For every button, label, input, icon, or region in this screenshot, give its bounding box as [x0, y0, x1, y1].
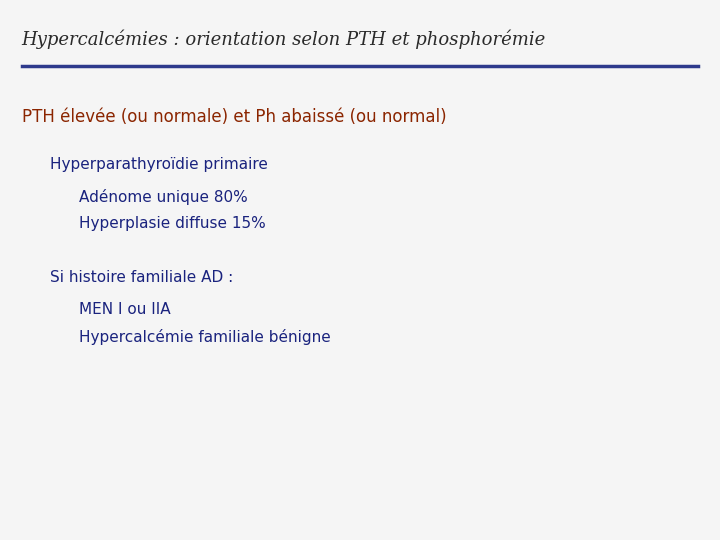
Text: Adénome unique 80%: Adénome unique 80% — [79, 189, 248, 205]
Text: MEN I ou IIA: MEN I ou IIA — [79, 302, 171, 318]
Text: PTH élevée (ou normale) et Ph abaissé (ou normal): PTH élevée (ou normale) et Ph abaissé (o… — [22, 108, 446, 126]
Text: Si histoire familiale AD :: Si histoire familiale AD : — [50, 270, 234, 285]
Text: Hyperplasie diffuse 15%: Hyperplasie diffuse 15% — [79, 216, 266, 231]
Text: Hypercalcémies : orientation selon PTH et phosphorémie: Hypercalcémies : orientation selon PTH e… — [22, 30, 546, 49]
Text: Hyperparathyroïdie primaire: Hyperparathyroïdie primaire — [50, 157, 269, 172]
Text: Hypercalcémie familiale bénigne: Hypercalcémie familiale bénigne — [79, 329, 331, 346]
